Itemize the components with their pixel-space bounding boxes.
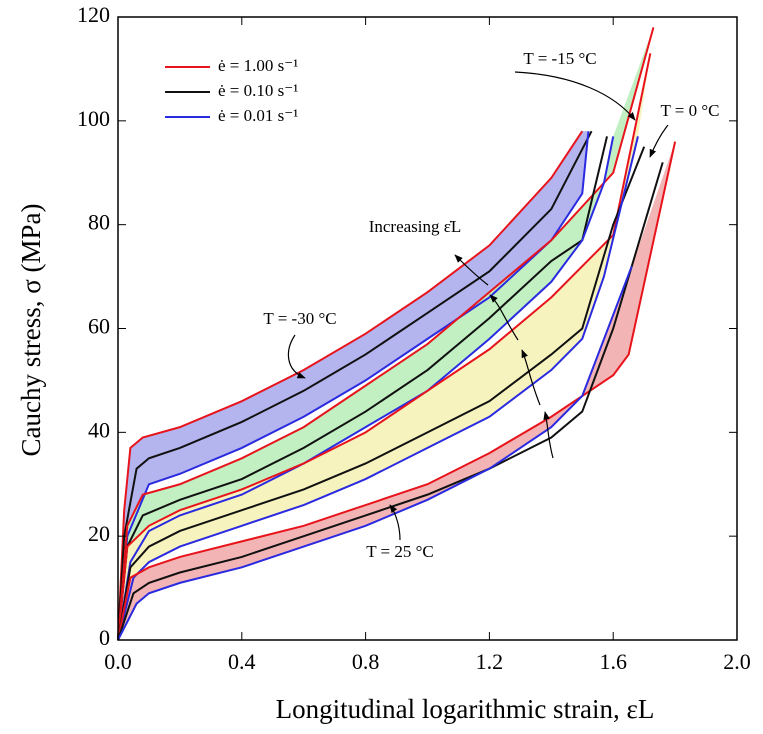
y-tick-label: 0 (99, 625, 110, 650)
x-tick-label: 1.6 (599, 649, 627, 674)
group-label: T = 25 °C (366, 542, 434, 561)
legend-label: ė = 1.00 s⁻¹ (218, 56, 298, 75)
annotation-arrow (649, 124, 669, 158)
group-label: T = -30 °C (263, 309, 336, 328)
y-tick-label: 60 (88, 314, 110, 339)
annotation-arrow (287, 334, 306, 379)
annotation-arrow (521, 349, 541, 406)
annotation-arrow (489, 294, 519, 341)
line (117, 162, 664, 641)
line (117, 53, 652, 641)
line (117, 130, 584, 641)
band (118, 53, 651, 640)
legend-label: ė = 0.01 s⁻¹ (218, 106, 298, 125)
x-tick-label: 0.0 (104, 649, 132, 674)
x-axis-label: Longitudinal logarithmic strain, εL (276, 694, 655, 724)
line (117, 130, 593, 641)
line (117, 141, 677, 641)
y-tick-label: 80 (88, 210, 110, 235)
y-tick-label: 40 (88, 417, 110, 442)
line (117, 265, 633, 641)
y-tick-label: 20 (88, 521, 110, 546)
y-tick-label: 120 (77, 2, 110, 27)
line (117, 136, 608, 641)
band (118, 131, 589, 640)
y-axis-label: Cauchy stress, σ (MPa) (16, 203, 46, 456)
legend-label: ė = 0.10 s⁻¹ (218, 81, 298, 100)
x-tick-label: 1.2 (476, 649, 504, 674)
y-tick-label: 100 (77, 106, 110, 131)
x-tick-label: 2.0 (723, 649, 751, 674)
annotation-arrow (389, 504, 401, 541)
annotation-arrow (543, 411, 554, 459)
line (117, 136, 615, 641)
line (117, 27, 655, 641)
annotation-arrow (514, 71, 636, 121)
group-label: T = 0 °C (660, 101, 719, 120)
line (117, 146, 646, 641)
line (117, 136, 639, 641)
x-tick-label: 0.4 (228, 649, 256, 674)
annotation-arrow (454, 254, 489, 286)
x-tick-label: 0.8 (352, 649, 380, 674)
annotation: Increasing ε̇L (369, 217, 462, 236)
group-label: T = -15 °C (523, 49, 596, 68)
